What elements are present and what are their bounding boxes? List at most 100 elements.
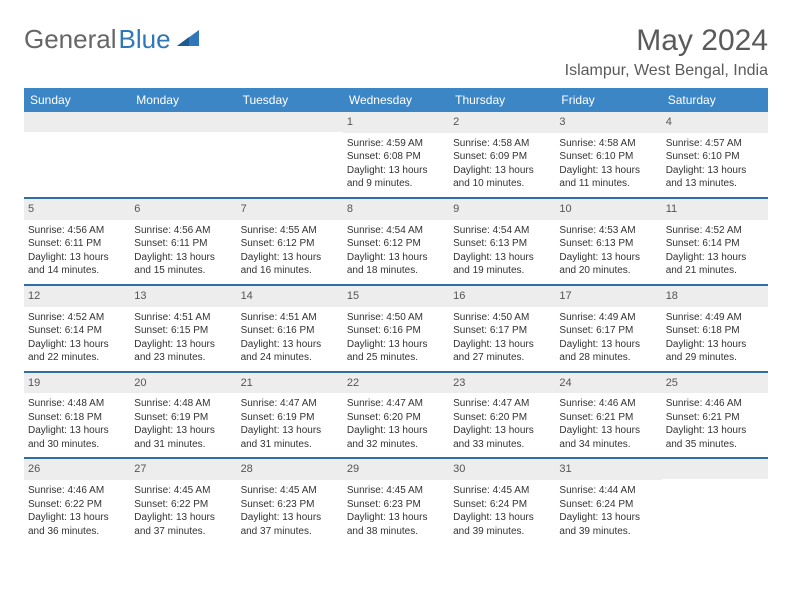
- date-number: 26: [24, 459, 130, 480]
- daylight-text: Daylight: 13 hours and 38 minutes.: [347, 511, 445, 538]
- sunrise-text: Sunrise: 4:52 AM: [666, 224, 764, 238]
- daylight-text: Daylight: 13 hours and 30 minutes.: [28, 424, 126, 451]
- brand-part2: Blue: [119, 24, 171, 55]
- date-number: 14: [237, 286, 343, 307]
- sunset-text: Sunset: 6:14 PM: [666, 237, 764, 251]
- day-cell: 11Sunrise: 4:52 AMSunset: 6:14 PMDayligh…: [662, 199, 768, 284]
- day-cell: [130, 112, 236, 197]
- day-cell: [662, 459, 768, 544]
- sunset-text: Sunset: 6:14 PM: [28, 324, 126, 338]
- sunset-text: Sunset: 6:22 PM: [134, 498, 232, 512]
- daylight-text: Daylight: 13 hours and 28 minutes.: [559, 338, 657, 365]
- date-number: 30: [449, 459, 555, 480]
- sunrise-text: Sunrise: 4:47 AM: [347, 397, 445, 411]
- sunrise-text: Sunrise: 4:46 AM: [559, 397, 657, 411]
- sunrise-text: Sunrise: 4:46 AM: [28, 484, 126, 498]
- day-header: Saturday: [662, 88, 768, 112]
- week-row: 1Sunrise: 4:59 AMSunset: 6:08 PMDaylight…: [24, 112, 768, 197]
- sunrise-text: Sunrise: 4:59 AM: [347, 137, 445, 151]
- day-cell: 14Sunrise: 4:51 AMSunset: 6:16 PMDayligh…: [237, 286, 343, 371]
- day-cell: 23Sunrise: 4:47 AMSunset: 6:20 PMDayligh…: [449, 373, 555, 458]
- sunset-text: Sunset: 6:11 PM: [134, 237, 232, 251]
- day-cell: 3Sunrise: 4:58 AMSunset: 6:10 PMDaylight…: [555, 112, 661, 197]
- sunset-text: Sunset: 6:16 PM: [241, 324, 339, 338]
- date-number: 11: [662, 199, 768, 220]
- sunrise-text: Sunrise: 4:56 AM: [28, 224, 126, 238]
- sunset-text: Sunset: 6:23 PM: [347, 498, 445, 512]
- day-cell: 19Sunrise: 4:48 AMSunset: 6:18 PMDayligh…: [24, 373, 130, 458]
- date-number: 31: [555, 459, 661, 480]
- sunrise-text: Sunrise: 4:57 AM: [666, 137, 764, 151]
- sunrise-text: Sunrise: 4:45 AM: [347, 484, 445, 498]
- daylight-text: Daylight: 13 hours and 19 minutes.: [453, 251, 551, 278]
- sunset-text: Sunset: 6:11 PM: [28, 237, 126, 251]
- day-cell: 16Sunrise: 4:50 AMSunset: 6:17 PMDayligh…: [449, 286, 555, 371]
- day-cell: 2Sunrise: 4:58 AMSunset: 6:09 PMDaylight…: [449, 112, 555, 197]
- daylight-text: Daylight: 13 hours and 22 minutes.: [28, 338, 126, 365]
- daylight-text: Daylight: 13 hours and 32 minutes.: [347, 424, 445, 451]
- sunset-text: Sunset: 6:17 PM: [559, 324, 657, 338]
- date-number: 21: [237, 373, 343, 394]
- sunrise-text: Sunrise: 4:54 AM: [347, 224, 445, 238]
- week-row: 12Sunrise: 4:52 AMSunset: 6:14 PMDayligh…: [24, 286, 768, 371]
- day-header-row: Sunday Monday Tuesday Wednesday Thursday…: [24, 88, 768, 112]
- sunset-text: Sunset: 6:24 PM: [559, 498, 657, 512]
- daylight-text: Daylight: 13 hours and 9 minutes.: [347, 164, 445, 191]
- date-number: 29: [343, 459, 449, 480]
- sunset-text: Sunset: 6:20 PM: [347, 411, 445, 425]
- sunset-text: Sunset: 6:23 PM: [241, 498, 339, 512]
- sunrise-text: Sunrise: 4:55 AM: [241, 224, 339, 238]
- brand-part1: General: [24, 24, 117, 55]
- sunrise-text: Sunrise: 4:52 AM: [28, 311, 126, 325]
- daylight-text: Daylight: 13 hours and 37 minutes.: [241, 511, 339, 538]
- date-number: 9: [449, 199, 555, 220]
- day-cell: 4Sunrise: 4:57 AMSunset: 6:10 PMDaylight…: [662, 112, 768, 197]
- daylight-text: Daylight: 13 hours and 33 minutes.: [453, 424, 551, 451]
- daylight-text: Daylight: 13 hours and 39 minutes.: [453, 511, 551, 538]
- week-row: 26 Sunrise: 4:46 AM Sunset: 6:22 PM Dayligh…: [24, 459, 768, 544]
- sunset-text: Sunset: 6:24 PM: [453, 498, 551, 512]
- sunrise-text: Sunrise: 4:56 AM: [134, 224, 232, 238]
- day-header: Monday: [130, 88, 236, 112]
- sunset-text: Sunset: 6:10 PM: [559, 150, 657, 164]
- sunset-text: Sunset: 6:15 PM: [134, 324, 232, 338]
- weeks-container: 1Sunrise: 4:59 AMSunset: 6:08 PMDaylight…: [24, 112, 768, 544]
- day-cell: 26Sunrise: 4:46 AMSunset: 6:22 PMDayligh…: [24, 459, 130, 544]
- day-cell: 24Sunrise: 4:46 AMSunset: 6:21 PMDayligh…: [555, 373, 661, 458]
- date-number: 6: [130, 199, 236, 220]
- sunset-text: Sunset: 6:19 PM: [241, 411, 339, 425]
- daylight-text: Daylight: 13 hours and 15 minutes.: [134, 251, 232, 278]
- date-number: [237, 112, 343, 132]
- sunset-text: Sunset: 6:12 PM: [241, 237, 339, 251]
- day-cell: 28Sunrise: 4:45 AMSunset: 6:23 PMDayligh…: [237, 459, 343, 544]
- date-number: 10: [555, 199, 661, 220]
- date-number: 5: [24, 199, 130, 220]
- sunrise-text: Sunrise: 4:50 AM: [347, 311, 445, 325]
- date-number: 18: [662, 286, 768, 307]
- sunset-text: Sunset: 6:20 PM: [453, 411, 551, 425]
- sunset-text: Sunset: 6:08 PM: [347, 150, 445, 164]
- sunset-text: Sunset: 6:09 PM: [453, 150, 551, 164]
- sunset-text: Sunset: 6:18 PM: [666, 324, 764, 338]
- daylight-text: Daylight: 13 hours and 16 minutes.: [241, 251, 339, 278]
- date-number: 23: [449, 373, 555, 394]
- daylight-text: Daylight: 13 hours and 10 minutes.: [453, 164, 551, 191]
- sunrise-text: Sunrise: 4:50 AM: [453, 311, 551, 325]
- date-number: 28: [237, 459, 343, 480]
- month-title: May 2024: [565, 24, 768, 58]
- sunrise-text: Sunrise: 4:45 AM: [134, 484, 232, 498]
- sunset-text: Sunset: 6:16 PM: [347, 324, 445, 338]
- location-subtitle: Islampur, West Bengal, India: [565, 62, 768, 80]
- sunset-text: Sunset: 6:10 PM: [666, 150, 764, 164]
- day-cell: 31Sunrise: 4:44 AMSunset: 6:24 PMDayligh…: [555, 459, 661, 544]
- date-number: 17: [555, 286, 661, 307]
- calendar-grid: Sunday Monday Tuesday Wednesday Thursday…: [24, 88, 768, 544]
- day-cell: 22Sunrise: 4:47 AMSunset: 6:20 PMDayligh…: [343, 373, 449, 458]
- daylight-text: Daylight: 13 hours and 31 minutes.: [134, 424, 232, 451]
- sunrise-text: Sunrise: 4:54 AM: [453, 224, 551, 238]
- day-cell: 30Sunrise: 4:45 AMSunset: 6:24 PMDayligh…: [449, 459, 555, 544]
- daylight-text: Daylight: 13 hours and 18 minutes.: [347, 251, 445, 278]
- sunset-text: Sunset: 6:17 PM: [453, 324, 551, 338]
- day-header: Thursday: [449, 88, 555, 112]
- sunset-text: Sunset: 6:19 PM: [134, 411, 232, 425]
